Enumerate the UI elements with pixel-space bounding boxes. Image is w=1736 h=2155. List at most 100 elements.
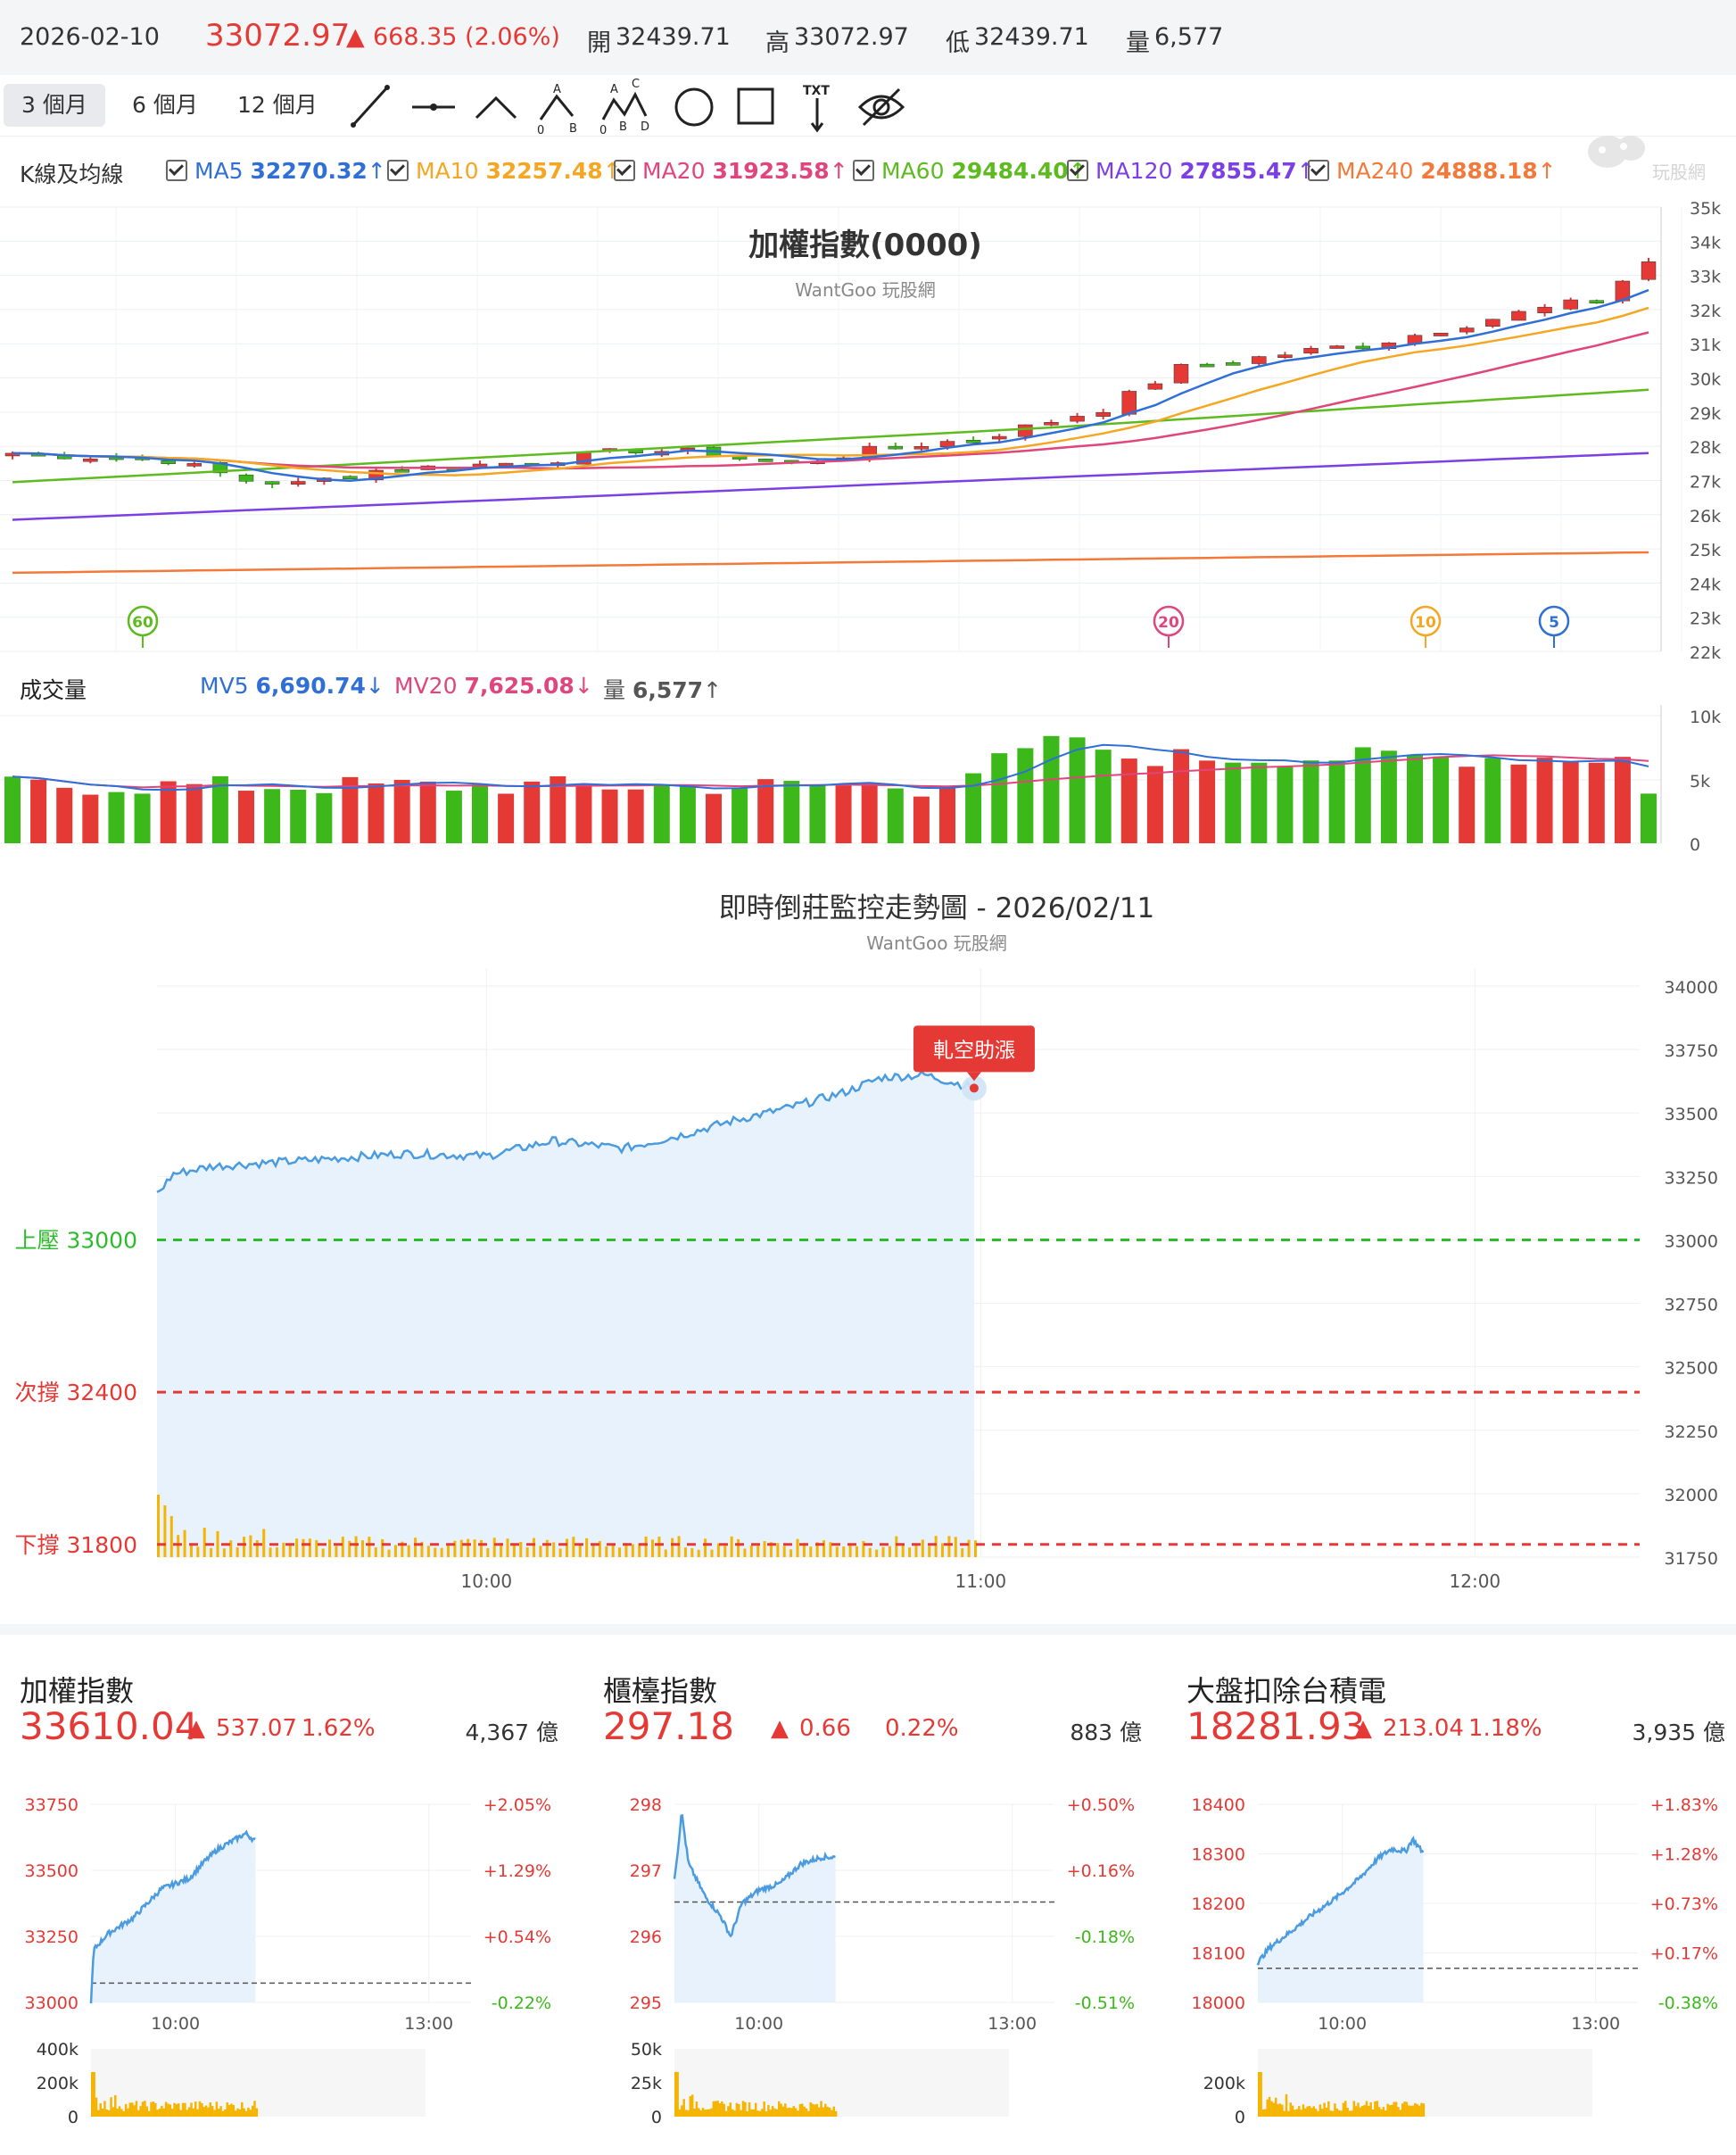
- y-right-label: +1.28%: [1650, 1845, 1718, 1865]
- volume-bar: [991, 753, 1008, 843]
- volume-bar: [152, 2101, 155, 2117]
- volume-bar: [1334, 2103, 1336, 2117]
- volume-bar: [761, 2109, 764, 2117]
- y-right-label: +1.29%: [484, 1861, 551, 1881]
- volume-bar: [1382, 2107, 1385, 2117]
- tag-pointer: [966, 1072, 981, 1082]
- index-panel[interactable]: 大盤扣除台積電 18281.93 ▲ 213.04 1.18% 3,935 億 18400 +…: [1167, 1635, 1736, 2155]
- volume-chart[interactable]: 10k 5k 0: [0, 696, 1736, 857]
- line-tool-icon[interactable]: [351, 85, 390, 128]
- volume-bar: [1043, 735, 1060, 843]
- range-3m-button[interactable]: 3 個月: [4, 84, 105, 127]
- volume-bar: [754, 2102, 757, 2117]
- candle-body: [991, 435, 1007, 440]
- volume-bar: [1422, 2103, 1426, 2117]
- ma-toggle-ma60[interactable]: MA60 29484.40↑: [853, 157, 1087, 184]
- volume-bar: [1357, 2102, 1360, 2117]
- tool-shape: [862, 87, 901, 127]
- ma-toggle-ma10[interactable]: MA10 32257.48↑: [387, 157, 622, 184]
- intraday-volume-bar: [855, 1546, 858, 1557]
- volume-bar: [826, 2106, 829, 2117]
- volume-bar: [1351, 2110, 1353, 2117]
- volume-bar: [681, 2105, 683, 2117]
- candle-body: [1018, 424, 1033, 437]
- abc-pattern-tool-icon[interactable]: A B 0: [537, 83, 577, 136]
- checkbox-icon[interactable]: [166, 160, 187, 181]
- ma-toggle-ma120[interactable]: MA120 27855.47↑: [1067, 157, 1316, 184]
- volume-bar: [114, 2094, 117, 2117]
- volume-bar: [1327, 2101, 1330, 2117]
- volume-value: 6,577: [1154, 23, 1224, 51]
- y-left-label: 33250: [25, 1927, 79, 1947]
- x-tick-label: 12:00: [1450, 1571, 1501, 1592]
- ma60-line: [12, 388, 1649, 484]
- angle-tool-icon[interactable]: [475, 95, 517, 120]
- checkbox-icon[interactable]: [1067, 160, 1088, 181]
- up-triangle-icon: ▲: [346, 23, 365, 51]
- volume-bar: [748, 2101, 751, 2117]
- horizontal-line-tool-icon[interactable]: [412, 104, 455, 111]
- intraday-volume-bar: [835, 1546, 839, 1557]
- y-left-label: 18300: [1192, 1845, 1245, 1865]
- volume-bar: [832, 2106, 835, 2117]
- hide-drawings-icon[interactable]: [857, 87, 905, 127]
- mv5-line: [12, 743, 1649, 792]
- range-12m-button[interactable]: 12 個月: [237, 92, 318, 118]
- rectangle-tool-icon[interactable]: [737, 87, 774, 125]
- ma-toggle-ma5[interactable]: MA5 32270.32↑: [166, 157, 386, 184]
- volume-bar: [236, 2108, 239, 2117]
- volume-bar: [194, 2101, 197, 2117]
- volume-bar: [241, 2101, 244, 2117]
- volume-bar: [706, 793, 722, 843]
- volume-bar: [807, 2110, 810, 2117]
- y-tick-label: 0: [1690, 835, 1700, 855]
- tool-shape: [810, 122, 824, 133]
- volume-bar: [1146, 766, 1163, 843]
- y-left-label: 295: [630, 1993, 662, 2013]
- intraday-volume-bar: [664, 1549, 667, 1557]
- volume-bar: [1376, 2101, 1379, 2117]
- volume-bar: [716, 2101, 719, 2117]
- candle-body: [1225, 362, 1241, 366]
- up-triangle-icon: ▲: [187, 1715, 205, 1742]
- text-tool-icon[interactable]: TXT: [803, 84, 830, 133]
- volume-bar: [1414, 2102, 1417, 2117]
- volume-bar: [788, 2107, 791, 2117]
- volume-bar: [741, 2101, 745, 2117]
- checkbox-icon[interactable]: [387, 160, 409, 181]
- volume-bar: [1069, 737, 1086, 843]
- circle-tool-icon[interactable]: [674, 87, 714, 127]
- abcd-pattern-tool-icon[interactable]: A C 0 B D: [599, 78, 649, 136]
- intraday-volume-bar: [638, 1543, 641, 1557]
- ma-toggle-ma240[interactable]: MA240 24888.18↑: [1308, 157, 1557, 184]
- badge-circle: [127, 605, 159, 637]
- volume-bar: [1268, 2096, 1271, 2117]
- vol-legend-value: 6,577: [632, 677, 704, 703]
- volume-bar: [828, 2107, 831, 2117]
- volume-bar: [139, 2106, 142, 2117]
- checkbox-icon[interactable]: [853, 160, 874, 181]
- high-value: 33072.97: [794, 23, 909, 51]
- open-label: 開: [587, 29, 611, 57]
- checkbox-icon[interactable]: [614, 160, 635, 181]
- volume-bar: [1371, 2109, 1375, 2117]
- intraday-volume-bar: [842, 1546, 846, 1557]
- volume-bar: [1258, 2072, 1261, 2117]
- abc-mark: B: [569, 122, 577, 136]
- kline-chart[interactable]: 35k 34k 33k 32k 31k 30k 29k 28k 27k 26k 25k 24k 23k 2…: [0, 196, 1736, 660]
- volume-bar: [290, 790, 307, 843]
- mv20-arrow-icon: ↓: [574, 673, 593, 699]
- range-6m-button[interactable]: 6 個月: [132, 92, 198, 118]
- candle-body: [368, 469, 384, 481]
- volume-bar: [1377, 2107, 1381, 2117]
- volume-bar: [797, 2110, 799, 2117]
- index-panel[interactable]: 櫃檯指數 297.18 ▲ 0.66 0.22% 883 億 298 +0.50% 297 +0.…: [583, 1635, 1154, 2155]
- ma-toggle-ma20[interactable]: MA20 31923.58↑: [614, 157, 848, 184]
- candle-body: [186, 463, 203, 467]
- index-panel[interactable]: 加權指數 33610.04 ▲ 537.07 1.62% 4,367 億 33750 +2.0…: [0, 1635, 571, 2155]
- intraday-volume-bar: [169, 1516, 173, 1557]
- volume-bar: [1399, 2109, 1402, 2117]
- volume-bar: [693, 2108, 696, 2117]
- intraday-chart[interactable]: 即時倒莊監控走勢圖 - 2026/02/11 WantGoo 玩股網 34000 33…: [0, 870, 1736, 1606]
- checkbox-icon[interactable]: [1308, 160, 1329, 181]
